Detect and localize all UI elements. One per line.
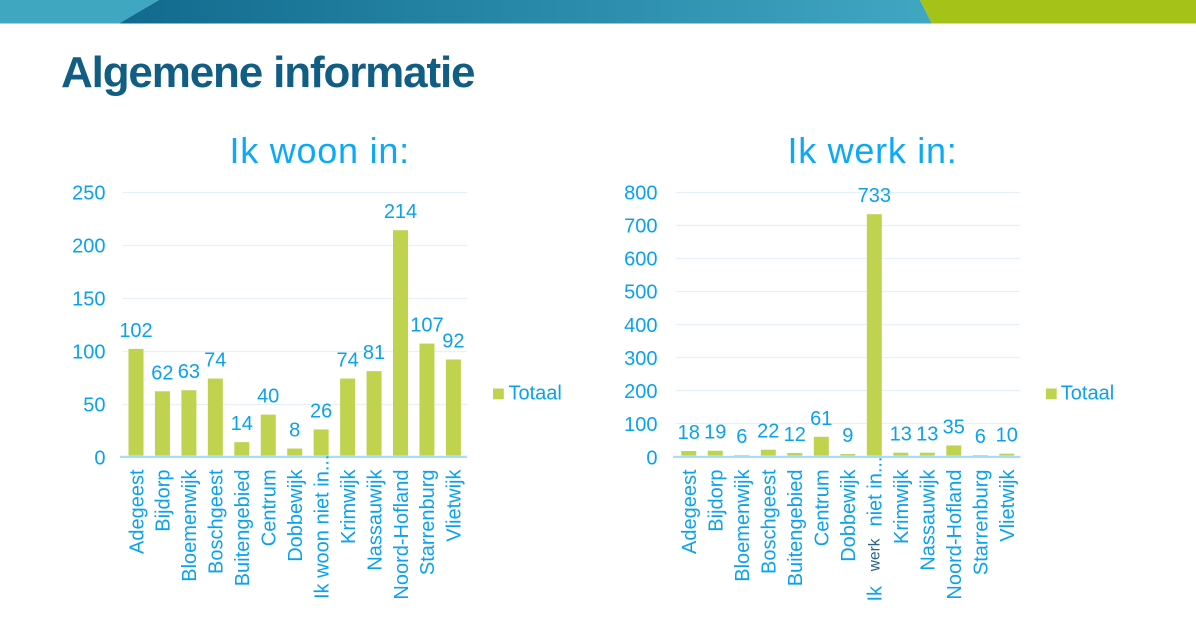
svg-text:250: 250 xyxy=(72,182,105,204)
svg-text:werk: werk xyxy=(866,538,883,572)
svg-text:92: 92 xyxy=(442,331,464,353)
svg-text:400: 400 xyxy=(624,315,657,337)
svg-text:61: 61 xyxy=(810,408,832,430)
svg-text:Bijdorp: Bijdorp xyxy=(153,470,175,532)
svg-text:40: 40 xyxy=(257,386,279,408)
svg-text:Buitengebied: Buitengebied xyxy=(785,470,807,587)
svg-text:100: 100 xyxy=(624,414,657,436)
svg-text:22: 22 xyxy=(757,421,779,443)
svg-text:74: 74 xyxy=(204,350,226,372)
svg-text:Centrum: Centrum xyxy=(812,470,834,547)
svg-text:Dobbewijk: Dobbewijk xyxy=(285,469,307,562)
svg-text:63: 63 xyxy=(178,361,200,383)
svg-text:214: 214 xyxy=(384,201,417,223)
svg-text:500: 500 xyxy=(624,282,657,304)
svg-text:200: 200 xyxy=(624,381,657,403)
svg-text:Krimwijk: Krimwijk xyxy=(338,469,360,544)
svg-text:62: 62 xyxy=(151,362,173,384)
svg-text:74: 74 xyxy=(336,350,358,372)
svg-text:13: 13 xyxy=(916,424,938,446)
svg-text:14: 14 xyxy=(231,413,253,435)
svg-text:6: 6 xyxy=(736,426,747,448)
svg-text:Ik woon niet in...: Ik woon niet in... xyxy=(311,455,333,600)
svg-text:Vlietwijk: Vlietwijk xyxy=(444,469,466,542)
svg-text:Bijdorp: Bijdorp xyxy=(706,470,728,532)
svg-text:600: 600 xyxy=(624,249,657,271)
svg-text:13: 13 xyxy=(890,424,912,446)
svg-text:Adegeest: Adegeest xyxy=(679,469,701,554)
svg-text:Ik: Ik xyxy=(865,585,887,602)
svg-text:102: 102 xyxy=(119,320,152,342)
svg-text:Dobbewijk: Dobbewijk xyxy=(838,469,860,562)
svg-text:10: 10 xyxy=(996,425,1018,447)
svg-text:Boschgeest: Boschgeest xyxy=(206,469,228,574)
svg-text:0: 0 xyxy=(94,447,105,469)
svg-text:Bloemenwijk: Bloemenwijk xyxy=(732,469,754,582)
svg-text:150: 150 xyxy=(72,288,105,310)
svg-text:35: 35 xyxy=(943,416,965,438)
svg-text:100: 100 xyxy=(72,341,105,363)
svg-text:200: 200 xyxy=(72,235,105,257)
svg-text:Starrenburg: Starrenburg xyxy=(971,470,993,576)
svg-text:Totaal: Totaal xyxy=(1061,383,1114,405)
svg-text:700: 700 xyxy=(624,215,657,237)
svg-text:81: 81 xyxy=(363,342,385,364)
svg-text:Ik woon in:: Ik woon in: xyxy=(230,130,410,171)
svg-text:Noord-Hofland: Noord-Hofland xyxy=(944,470,966,600)
svg-text:8: 8 xyxy=(289,420,300,442)
svg-text:50: 50 xyxy=(83,394,105,416)
svg-text:niet in...: niet in... xyxy=(865,457,887,527)
svg-text:Vlietwijk: Vlietwijk xyxy=(997,469,1019,542)
svg-text:Totaal: Totaal xyxy=(509,383,562,405)
svg-text:Noord-Hofland: Noord-Hofland xyxy=(391,470,413,600)
svg-text:733: 733 xyxy=(858,185,891,207)
svg-text:0: 0 xyxy=(646,447,657,469)
svg-text:26: 26 xyxy=(310,400,332,422)
svg-text:12: 12 xyxy=(784,424,806,446)
svg-text:300: 300 xyxy=(624,348,657,370)
svg-text:Ik werk in:: Ik werk in: xyxy=(788,130,958,171)
svg-text:19: 19 xyxy=(704,422,726,444)
svg-text:Starrenburg: Starrenburg xyxy=(417,470,439,576)
svg-text:Nassauwijk: Nassauwijk xyxy=(364,469,386,571)
svg-text:Algemene informatie: Algemene informatie xyxy=(61,48,474,97)
svg-text:Bloemenwijk: Bloemenwijk xyxy=(179,469,201,582)
svg-text:Adegeest: Adegeest xyxy=(126,469,148,554)
svg-text:Buitengebied: Buitengebied xyxy=(232,470,254,587)
svg-text:18: 18 xyxy=(678,422,700,444)
svg-text:Boschgeest: Boschgeest xyxy=(759,469,781,574)
svg-text:Nassauwijk: Nassauwijk xyxy=(918,469,940,571)
svg-text:107: 107 xyxy=(410,315,443,337)
svg-text:6: 6 xyxy=(975,426,986,448)
svg-text:Centrum: Centrum xyxy=(259,470,281,547)
svg-text:Krimwijk: Krimwijk xyxy=(891,469,913,544)
svg-text:800: 800 xyxy=(624,182,657,204)
svg-text:9: 9 xyxy=(842,425,853,447)
